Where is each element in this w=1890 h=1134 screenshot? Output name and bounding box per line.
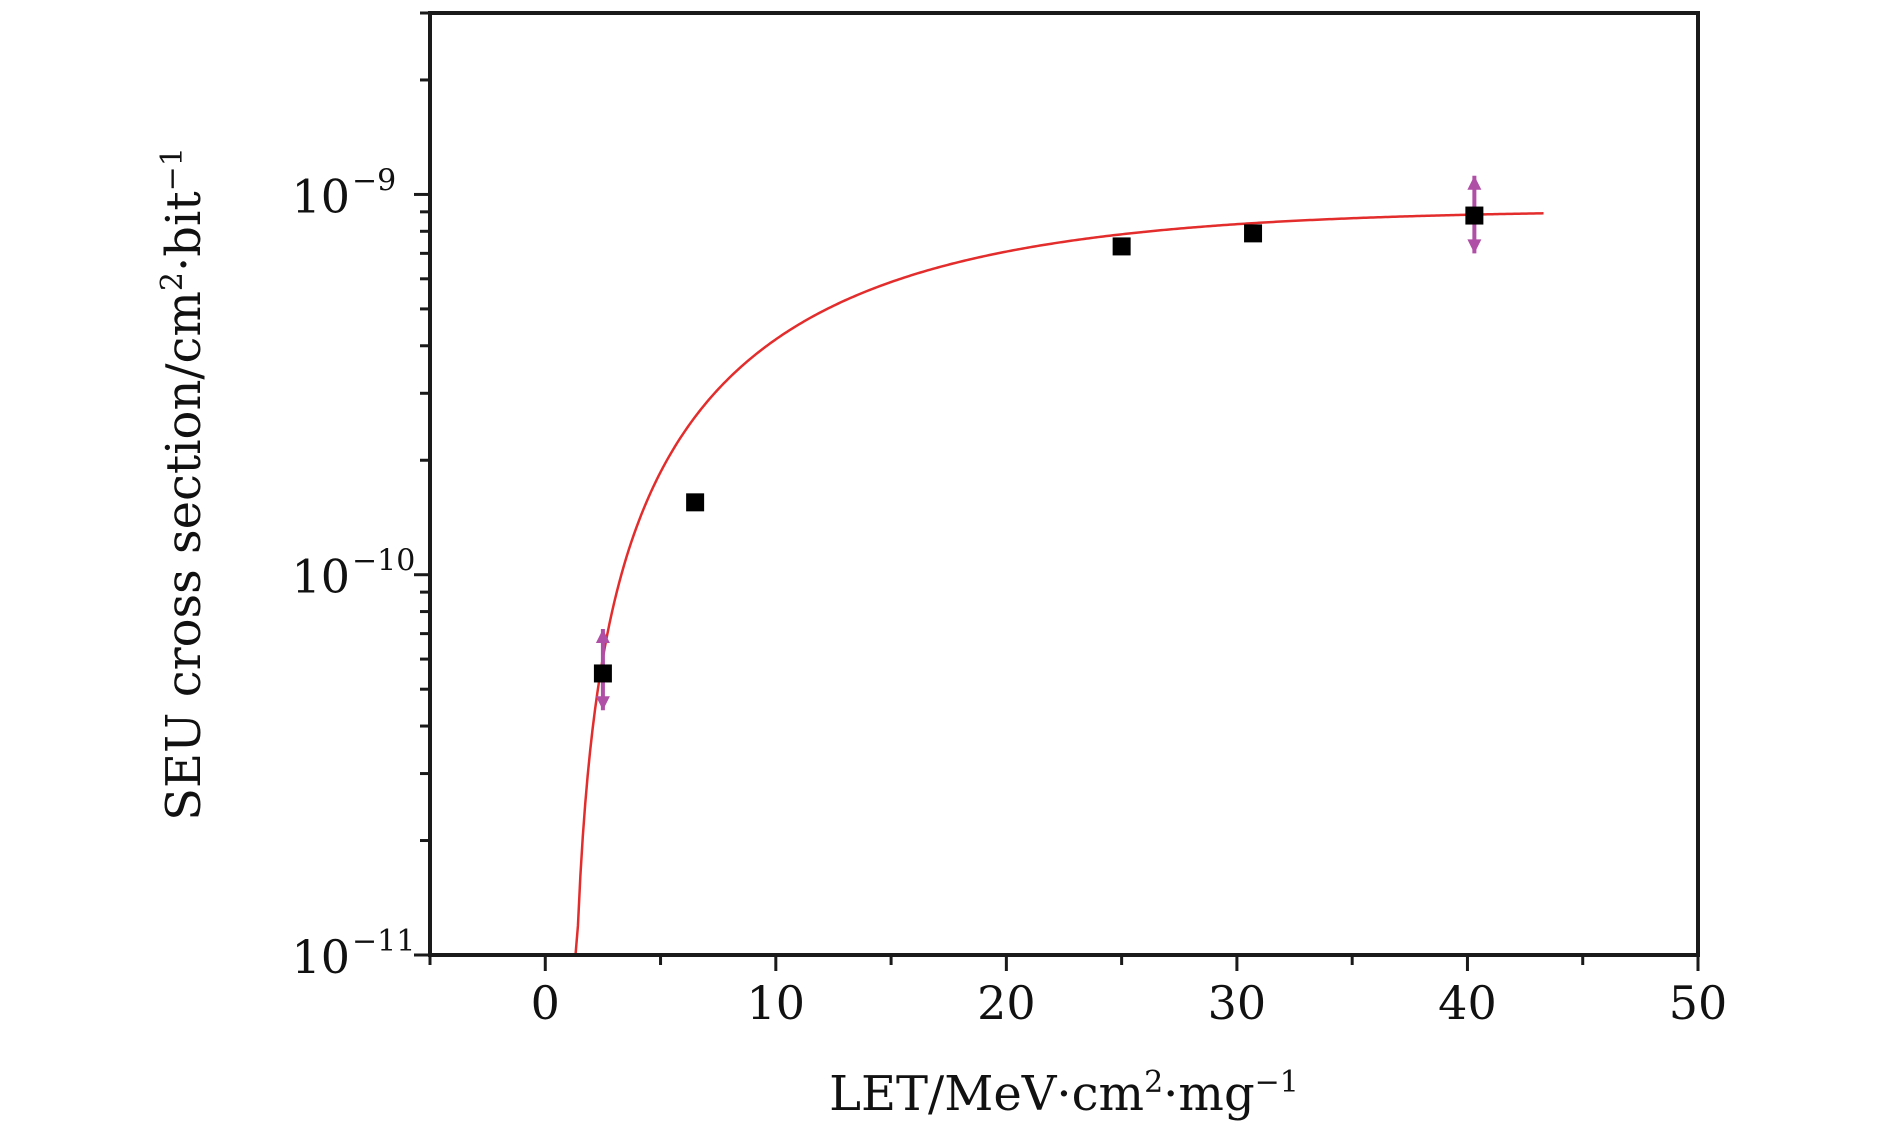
data-point: [686, 493, 705, 512]
x-axis-title: LET/MeV·cm2·mg−1: [829, 1065, 1299, 1122]
y-tick-label-exponent: −11: [352, 924, 415, 959]
data-point: [1244, 224, 1263, 243]
y-tick-label: 10: [291, 169, 350, 223]
x-tick-label: 20: [977, 976, 1036, 1030]
data-point: [1112, 237, 1131, 256]
x-tick-label: 40: [1438, 976, 1497, 1030]
y-axis-title: SEU cross section/cm2·bit−1: [155, 147, 212, 821]
y-tick-label-exponent: −10: [352, 544, 415, 579]
y-axis-title-sup2: −1: [155, 147, 190, 191]
y-axis-title-sup1: 2: [155, 272, 190, 291]
x-tick-label: 0: [531, 976, 560, 1030]
x-axis-title-mid: ·mg: [1163, 1066, 1255, 1122]
data-point: [593, 664, 612, 683]
x-tick-label: 30: [1208, 976, 1267, 1030]
y-tick-label-base: 10: [291, 550, 350, 604]
error-bar-cap-top: [595, 628, 610, 643]
error-bar-cap-bottom: [595, 696, 610, 711]
y-tick-label-base: 10: [291, 930, 350, 984]
x-axis-title-sup1: 2: [1144, 1065, 1163, 1100]
data-point: [1465, 206, 1484, 225]
plot-frame: [428, 11, 1700, 957]
y-tick-label-exponent: −9: [352, 163, 396, 198]
fit-curve: [570, 212, 1544, 957]
x-axis-title-sup2: −1: [1255, 1065, 1299, 1100]
error-bar-cap-bottom: [1467, 239, 1482, 254]
x-tick-label: 50: [1669, 976, 1728, 1030]
y-axis-title-base: SEU cross section/cm: [156, 291, 212, 821]
y-tick-label-base: 10: [291, 169, 350, 223]
y-axis-title-mid: ·bit: [156, 191, 212, 272]
error-bar-cap-top: [1467, 175, 1482, 190]
y-tick-label: 10: [291, 930, 350, 984]
y-tick-label: 10: [291, 550, 350, 604]
x-tick-label: 10: [747, 976, 806, 1030]
plot-area: [570, 175, 1544, 957]
x-axis-title-base: LET/MeV·cm: [829, 1066, 1144, 1122]
